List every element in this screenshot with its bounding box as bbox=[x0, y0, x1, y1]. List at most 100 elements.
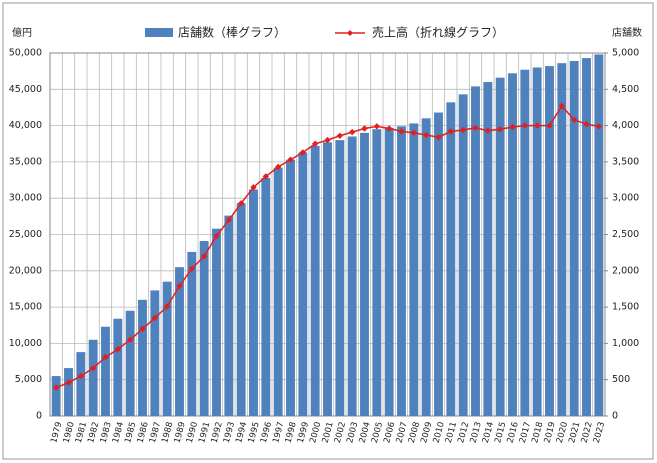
bar bbox=[323, 142, 332, 416]
bar bbox=[569, 60, 579, 417]
line-marker bbox=[361, 125, 368, 132]
y2-tick-label: 1,000 bbox=[612, 338, 639, 349]
bar bbox=[471, 86, 480, 417]
line-marker bbox=[126, 336, 134, 343]
line-marker bbox=[459, 126, 467, 134]
line-marker bbox=[139, 325, 146, 333]
line-marker bbox=[373, 123, 381, 130]
line-marker bbox=[410, 129, 418, 137]
bar bbox=[249, 189, 258, 416]
line-marker bbox=[299, 149, 307, 156]
line-marker bbox=[385, 125, 393, 132]
line-marker bbox=[200, 253, 208, 260]
line-marker bbox=[546, 122, 553, 129]
y-tick-label: 5,000 bbox=[15, 374, 42, 385]
bar bbox=[224, 215, 234, 416]
bar bbox=[495, 77, 505, 417]
bar bbox=[545, 66, 554, 417]
bar bbox=[51, 376, 61, 416]
y-tick-label: 30,000 bbox=[9, 193, 42, 204]
y-tick-label: 10,000 bbox=[9, 338, 42, 349]
bar bbox=[138, 299, 147, 416]
y2-tick-label: 4,500 bbox=[612, 84, 639, 95]
line-marker bbox=[262, 173, 270, 180]
y2-tick-label: 0 bbox=[612, 411, 618, 422]
bar bbox=[446, 102, 456, 417]
bar bbox=[409, 123, 419, 416]
line-marker bbox=[336, 132, 344, 139]
line-marker bbox=[484, 127, 492, 134]
line-marker bbox=[274, 163, 282, 171]
bar bbox=[508, 73, 517, 416]
line-marker bbox=[89, 364, 97, 372]
legend-label: 売上高（折れ線グラフ） bbox=[372, 25, 504, 40]
y-tick-label: 25,000 bbox=[9, 229, 42, 240]
bar bbox=[150, 290, 160, 416]
y-axis-title: 億円 bbox=[12, 26, 32, 39]
bar bbox=[88, 339, 98, 416]
bar bbox=[360, 132, 369, 417]
line-marker bbox=[348, 128, 356, 136]
line-marker bbox=[570, 116, 578, 123]
legend-swatch bbox=[347, 30, 353, 36]
bar bbox=[113, 318, 123, 416]
y2-tick-label: 1,500 bbox=[612, 302, 639, 313]
bar bbox=[434, 112, 443, 417]
line-marker bbox=[558, 102, 566, 110]
bar bbox=[421, 118, 431, 416]
line-marker bbox=[188, 265, 196, 272]
y-tick-label: 40,000 bbox=[9, 120, 42, 131]
bar bbox=[187, 251, 197, 416]
y2-axis-title: 店舗数 bbox=[612, 26, 642, 39]
bar bbox=[125, 310, 135, 416]
y-tick-label: 15,000 bbox=[9, 302, 42, 313]
y-tick-label: 45,000 bbox=[9, 84, 42, 95]
line-marker bbox=[65, 379, 72, 386]
bar bbox=[199, 241, 209, 416]
legend-swatch bbox=[145, 28, 173, 37]
bar bbox=[101, 326, 110, 416]
line-marker bbox=[324, 136, 331, 144]
line-marker bbox=[102, 353, 109, 361]
y2-tick-label: 500 bbox=[612, 374, 630, 385]
bar bbox=[175, 267, 184, 416]
bar bbox=[557, 63, 567, 416]
line-marker bbox=[213, 232, 220, 240]
bar bbox=[76, 352, 86, 416]
bar bbox=[582, 58, 591, 416]
bar bbox=[372, 129, 382, 417]
y2-tick-label: 3,000 bbox=[612, 193, 639, 204]
bar bbox=[64, 368, 73, 416]
y2-tick-label: 4,000 bbox=[612, 120, 639, 131]
line-marker bbox=[237, 200, 245, 207]
line-marker bbox=[472, 124, 479, 131]
bar bbox=[162, 281, 172, 416]
line-marker bbox=[533, 122, 541, 129]
line-marker bbox=[311, 140, 319, 147]
line-marker bbox=[583, 120, 590, 128]
line-marker bbox=[398, 128, 405, 135]
bar bbox=[212, 228, 221, 416]
y2-tick-label: 2,500 bbox=[612, 229, 639, 240]
bar bbox=[261, 177, 271, 416]
line-marker bbox=[595, 123, 603, 130]
line-marker bbox=[422, 131, 430, 139]
line-marker bbox=[435, 134, 442, 141]
line-marker bbox=[496, 126, 504, 133]
y2-tick-label: 2,000 bbox=[612, 265, 639, 276]
line-marker bbox=[225, 216, 233, 224]
line-marker bbox=[163, 303, 171, 310]
line-marker bbox=[250, 184, 257, 191]
line-marker bbox=[509, 123, 516, 131]
y2-tick-label: 5,000 bbox=[612, 48, 639, 59]
line-marker bbox=[521, 122, 529, 129]
bar bbox=[458, 94, 468, 416]
bar bbox=[273, 167, 283, 416]
bar bbox=[236, 203, 246, 416]
y2-tick-label: 3,500 bbox=[612, 156, 639, 167]
bar bbox=[335, 140, 345, 416]
bar bbox=[384, 127, 394, 416]
line-marker bbox=[447, 128, 455, 135]
bar bbox=[397, 126, 406, 417]
